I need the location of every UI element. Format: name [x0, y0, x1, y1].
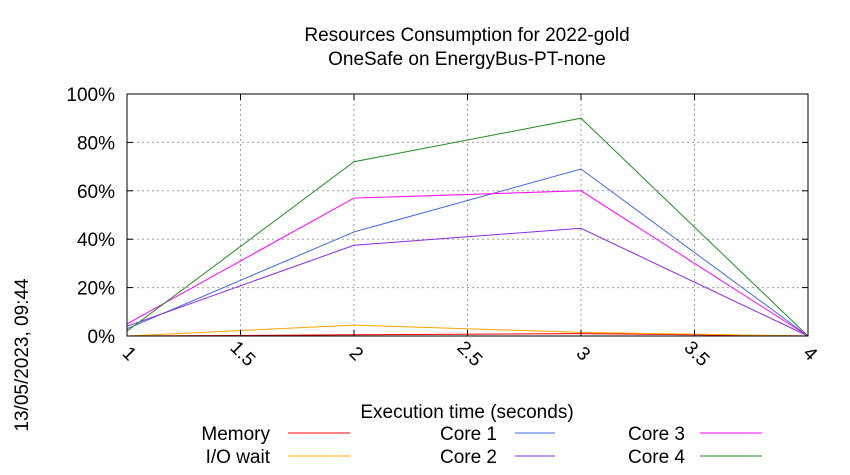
x-axis-label: Execution time (seconds) [360, 402, 573, 423]
x-tick-label: 2.5 [453, 337, 487, 371]
y-tick-label: 80% [77, 133, 115, 154]
x-tick-label: 2 [345, 343, 367, 365]
chart-title: Resources Consumption for 2022-gold [304, 25, 629, 46]
legend-label-i-o-wait: I/O wait [206, 447, 271, 468]
x-tick-label: 3.5 [680, 337, 714, 371]
series-line-core-1 [126, 168, 809, 337]
legend-label-memory: Memory [201, 424, 270, 445]
y-tick-label: 0% [88, 327, 116, 348]
y-tick-label: 40% [77, 230, 115, 251]
y-axis-ticks: 0% 20% 40% 60% 80% 100% [66, 85, 808, 348]
x-tick-label: 4 [799, 343, 822, 366]
y-tick-label: 100% [66, 85, 115, 106]
x-tick-label: 1.5 [226, 337, 260, 371]
legend-label-core-2: Core 2 [440, 447, 497, 468]
x-axis-ticks: 1 1.5 2 2.5 3 3.5 4 [118, 94, 822, 371]
series-line-core-4 [126, 117, 809, 337]
x-tick-label: 1 [118, 343, 140, 365]
grid [127, 93, 808, 336]
chart-subtitle: OneSafe on EnergyBus-PT-none [328, 49, 606, 70]
legend-label-core-1: Core 1 [440, 424, 497, 445]
x-tick-label: 3 [572, 343, 594, 365]
series-line-core-2 [126, 227, 809, 337]
y-tick-label: 20% [77, 279, 115, 300]
legend-label-core-4: Core 4 [628, 447, 685, 468]
timestamp: 13/05/2023, 09:44 [12, 278, 33, 432]
series-line-core-3 [126, 190, 809, 337]
legend-label-core-3: Core 3 [628, 424, 685, 445]
y-tick-label: 60% [77, 182, 115, 203]
